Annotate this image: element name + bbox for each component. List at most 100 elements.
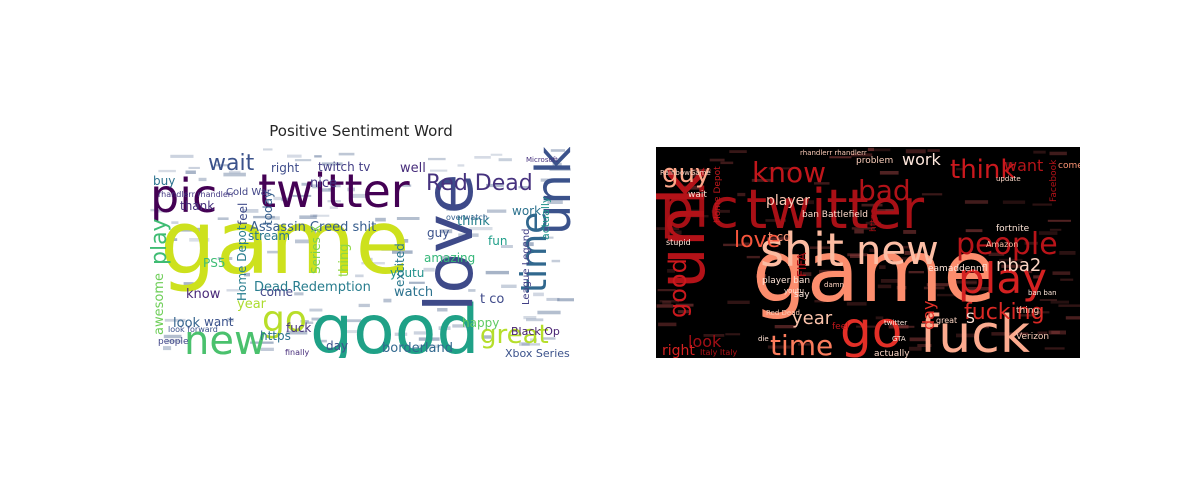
filler-word-texture bbox=[320, 339, 327, 343]
positive-word-29: thing bbox=[337, 244, 352, 277]
filler-word-texture bbox=[183, 282, 194, 286]
filler-word-texture bbox=[751, 178, 774, 182]
filler-word-texture bbox=[687, 215, 709, 218]
filler-word-texture bbox=[1048, 330, 1066, 335]
negative-word-8: play bbox=[958, 254, 1047, 303]
filler-word-texture bbox=[904, 251, 913, 255]
filler-word-texture bbox=[865, 221, 882, 225]
filler-word-texture bbox=[331, 183, 341, 188]
filler-word-texture bbox=[766, 237, 789, 241]
filler-word-texture bbox=[662, 301, 672, 305]
filler-word-texture bbox=[1039, 299, 1057, 301]
filler-word-texture bbox=[809, 246, 830, 249]
filler-word-texture bbox=[937, 293, 956, 297]
positive-word-34: fun bbox=[488, 234, 507, 248]
filler-word-texture bbox=[321, 162, 343, 166]
positive-word-35: work bbox=[512, 204, 541, 218]
positive-word-38: watch bbox=[394, 285, 433, 300]
positive-word-33: guy bbox=[427, 226, 449, 240]
negative-word-35: Home Depot bbox=[713, 166, 723, 223]
positive-word-43: look bbox=[173, 316, 201, 331]
filler-word-texture bbox=[501, 284, 517, 288]
filler-word-texture bbox=[814, 182, 830, 185]
filler-word-texture bbox=[967, 287, 990, 291]
positive-word-23: today bbox=[261, 191, 275, 225]
filler-word-texture bbox=[188, 166, 200, 169]
negative-word-26: S bbox=[966, 311, 975, 327]
filler-word-texture bbox=[490, 153, 503, 156]
filler-word-texture bbox=[774, 325, 796, 329]
filler-word-texture bbox=[896, 286, 907, 290]
negative-word-37: actually bbox=[874, 349, 910, 358]
positive-word-5: unk bbox=[526, 147, 574, 235]
negative-word-36: https bbox=[869, 209, 879, 232]
positive-word-37: League Legend bbox=[521, 229, 532, 305]
filler-word-texture bbox=[729, 150, 747, 153]
filler-word-texture bbox=[400, 239, 409, 243]
filler-word-texture bbox=[167, 238, 178, 241]
positive-word-2: love bbox=[411, 174, 488, 312]
filler-word-texture bbox=[1002, 200, 1026, 204]
positive-word-48: t co bbox=[480, 292, 504, 307]
filler-word-texture bbox=[215, 164, 229, 167]
filler-word-texture bbox=[797, 343, 813, 346]
positive-word-50: Black Op bbox=[511, 325, 560, 338]
negative-word-43: wait bbox=[688, 190, 707, 200]
filler-word-texture bbox=[413, 331, 429, 335]
positive-word-44: fuck bbox=[286, 321, 311, 335]
filler-word-texture bbox=[485, 270, 509, 275]
positive-word-41: year bbox=[237, 297, 267, 312]
filler-word-texture bbox=[533, 292, 544, 297]
positive-word-28: Series X bbox=[309, 225, 323, 274]
filler-word-texture bbox=[1033, 150, 1046, 154]
filler-word-texture bbox=[523, 316, 537, 320]
filler-word-texture bbox=[539, 236, 554, 239]
positive-word-15: Dead Redemption bbox=[254, 280, 371, 295]
filler-word-texture bbox=[394, 332, 408, 336]
filler-word-texture bbox=[217, 257, 233, 260]
filler-word-texture bbox=[519, 342, 530, 346]
filler-word-texture bbox=[217, 217, 229, 220]
positive-word-39: come bbox=[260, 285, 293, 299]
filler-word-texture bbox=[692, 168, 712, 172]
filler-word-texture bbox=[988, 252, 1005, 256]
filler-word-texture bbox=[155, 209, 166, 213]
filler-word-texture bbox=[223, 172, 246, 177]
positive-word-49: happy bbox=[462, 316, 499, 330]
filler-word-texture bbox=[446, 208, 458, 211]
positive-word-20: buy bbox=[153, 174, 175, 188]
filler-word-texture bbox=[991, 332, 1006, 336]
filler-word-texture bbox=[267, 250, 284, 254]
filler-word-texture bbox=[1030, 311, 1042, 315]
filler-word-texture bbox=[458, 233, 479, 237]
filler-word-texture bbox=[856, 325, 878, 328]
filler-word-texture bbox=[526, 318, 544, 322]
filler-word-texture bbox=[846, 302, 867, 306]
negative-word-52: Red Dead bbox=[766, 309, 800, 317]
positive-word-cloud: game good love pic twitter unk time new go great R… bbox=[150, 147, 574, 358]
positive-word-54: finally bbox=[285, 348, 309, 357]
negative-word-25: right bbox=[662, 343, 695, 358]
filler-word-texture bbox=[314, 155, 322, 158]
filler-word-texture bbox=[423, 267, 435, 272]
filler-word-texture bbox=[687, 209, 704, 213]
positive-word-0: game bbox=[160, 191, 410, 294]
negative-word-34: problem bbox=[856, 156, 893, 166]
negative-word-13: bad bbox=[858, 174, 911, 207]
filler-word-texture bbox=[879, 265, 886, 269]
positive-word-7: new bbox=[184, 318, 267, 358]
filler-word-texture bbox=[547, 200, 563, 204]
negative-word-12: think bbox=[950, 155, 1015, 185]
filler-word-texture bbox=[1044, 347, 1065, 350]
filler-word-texture bbox=[301, 182, 309, 186]
filler-word-texture bbox=[243, 272, 250, 277]
positive-word-55: rhandlerr rhandlerr bbox=[158, 190, 235, 199]
positive-word-19: nice bbox=[310, 176, 337, 191]
filler-word-texture bbox=[438, 326, 451, 330]
negative-word-47: rhandlerr rhandlerr bbox=[800, 149, 867, 157]
filler-word-texture bbox=[310, 214, 318, 218]
negative-word-6: shit bbox=[760, 223, 844, 277]
positive-word-30: youtu bbox=[390, 266, 424, 280]
filler-word-texture bbox=[802, 272, 812, 276]
